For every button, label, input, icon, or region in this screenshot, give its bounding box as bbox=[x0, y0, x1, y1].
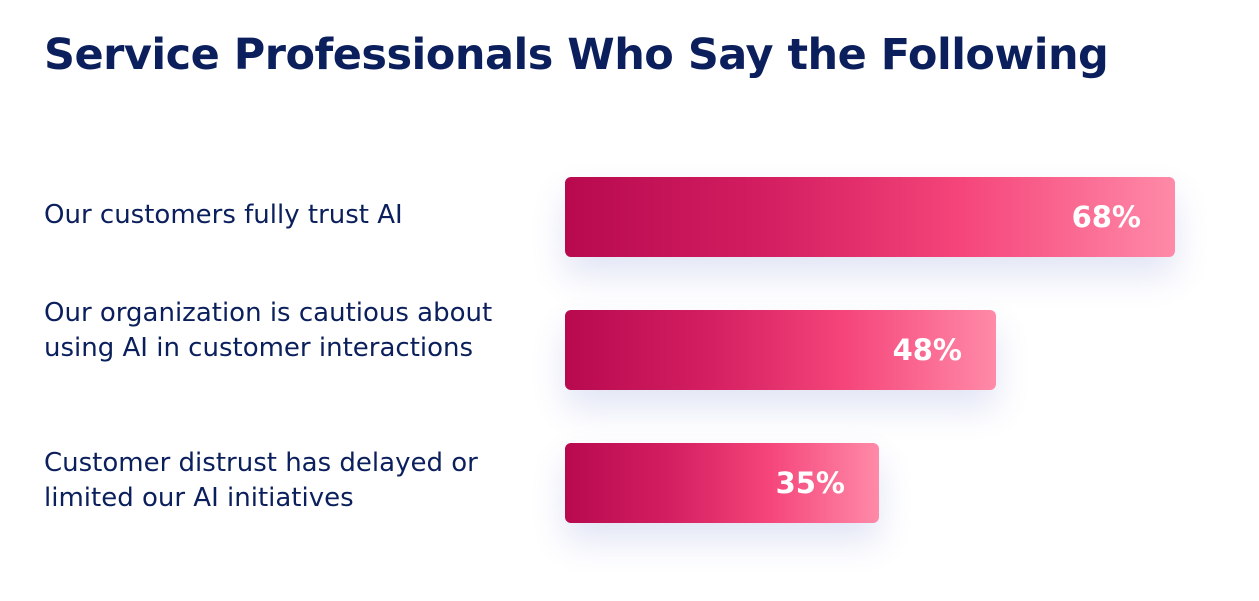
chart-title: Service Professionals Who Say the Follow… bbox=[44, 30, 1109, 80]
data-label: 68% bbox=[1071, 200, 1141, 234]
category-label: Our customers fully trust AI bbox=[44, 199, 403, 230]
category-label: Our organization is cautious about using… bbox=[44, 297, 493, 363]
bar: 35% bbox=[565, 443, 879, 523]
data-label: 48% bbox=[892, 333, 962, 367]
category-label: Customer distrust has delayed or limited… bbox=[44, 448, 478, 513]
bar: 48% bbox=[565, 310, 996, 390]
bar: 68% bbox=[565, 177, 1175, 257]
data-label: 35% bbox=[775, 466, 845, 500]
